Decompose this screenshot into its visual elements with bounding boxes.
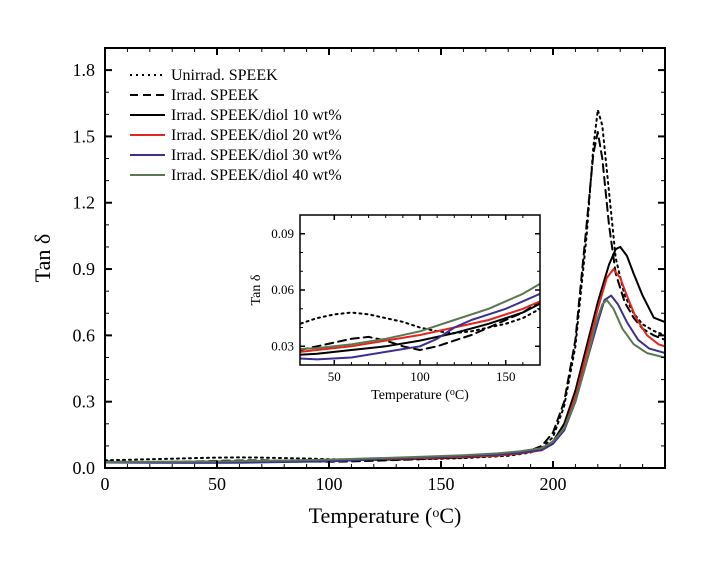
chart-container: 0 50 100 150 200 0.0 0.3 0.6 0.9 1.2 1.5 1.8 Tempera… xyxy=(20,20,694,542)
legend-entry: Irrad. SPEEK xyxy=(171,87,259,104)
legend-entry: Irrad. SPEEK/diol 40 wt% xyxy=(171,167,342,184)
inset-y-tick: 0.03 xyxy=(271,338,294,353)
y-tick-label: 0.3 xyxy=(73,392,96,412)
x-axis-label: Temperature (oC) xyxy=(309,503,462,528)
y-axis-label: Tan δ xyxy=(30,234,55,283)
x-tick-label: 100 xyxy=(316,474,343,494)
legend-entry: Irrad. SPEEK/diol 30 wt% xyxy=(171,147,342,164)
inset-x-tick: 100 xyxy=(410,369,430,384)
inset-x-tick: 50 xyxy=(328,369,341,384)
y-tick-label: 0.0 xyxy=(73,458,96,478)
inset-y-axis-label: Tan δ xyxy=(249,274,264,305)
inset-x-axis-label: Temperature (oC) xyxy=(371,387,469,403)
y-tick-label: 1.8 xyxy=(73,60,96,80)
inset-x-tick: 150 xyxy=(496,369,516,384)
legend-entry: Unirrad. SPEEK xyxy=(171,67,278,84)
inset-y-tick: 0.09 xyxy=(271,226,294,241)
legend-entry: Irrad. SPEEK/diol 10 wt% xyxy=(171,107,342,124)
x-tick-label: 0 xyxy=(101,474,110,494)
y-tick-label: 1.5 xyxy=(73,126,96,146)
x-tick-label: 200 xyxy=(540,474,567,494)
x-tick-label: 150 xyxy=(428,474,455,494)
x-tick-label: 50 xyxy=(208,474,226,494)
chart-svg: 0 50 100 150 200 0.0 0.3 0.6 0.9 1.2 1.5 1.8 Tempera… xyxy=(20,20,694,542)
inset-y-tick: 0.06 xyxy=(271,282,294,297)
y-tick-label: 1.2 xyxy=(73,193,96,213)
y-tick-label: 0.9 xyxy=(73,259,96,279)
y-tick-label: 0.6 xyxy=(73,325,96,345)
legend-entry: Irrad. SPEEK/diol 20 wt% xyxy=(171,127,342,144)
